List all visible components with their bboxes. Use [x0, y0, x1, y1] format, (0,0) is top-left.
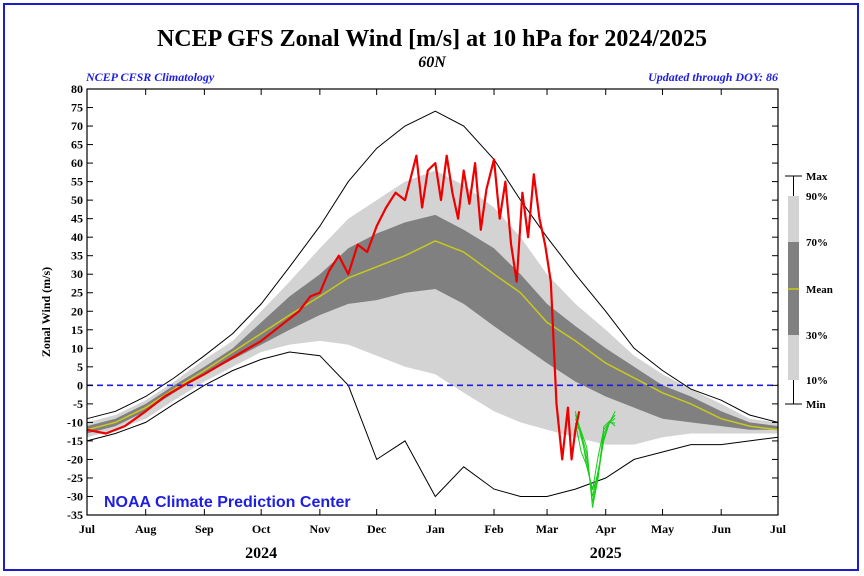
year-label: 2025	[590, 545, 622, 562]
x-tick-label: Mar	[536, 522, 559, 536]
y-tick-label: 40	[71, 230, 83, 244]
y-tick-label: 10	[71, 341, 83, 355]
y-tick-label: 0	[77, 378, 83, 392]
climatology-max-line	[86, 110, 779, 423]
y-tick-label: 80	[71, 82, 83, 96]
y-tick-label: 75	[71, 101, 83, 115]
y-tick-label: -30	[67, 489, 83, 503]
year-label: 2024	[245, 545, 277, 562]
y-tick-label: 15	[71, 323, 83, 337]
legend-label: Min	[806, 399, 826, 411]
x-tick-label: Jul	[79, 522, 96, 536]
legend-label: Max	[806, 171, 828, 183]
y-tick-label: 50	[71, 193, 83, 207]
x-tick-label: May	[651, 522, 674, 536]
chart-subtitle: 60N	[418, 54, 447, 71]
x-tick-label: Feb	[484, 522, 504, 536]
y-tick-label: 30	[71, 267, 83, 281]
y-axis-label: Zonal Wind (m/s)	[39, 267, 53, 357]
legend: Max 90% 70% Mean 30% 10% Min	[785, 171, 833, 411]
legend-label: 90%	[806, 191, 828, 203]
legend-label: 70%	[806, 237, 828, 249]
y-tick-label: 25	[71, 286, 83, 300]
y-tick-label: 60	[71, 156, 83, 170]
x-tick-label: Nov	[310, 522, 331, 536]
y-tick-label: 5	[77, 360, 83, 374]
x-tick-label: Oct	[252, 522, 271, 536]
legend-label: 10%	[806, 375, 828, 387]
y-tick-label: 35	[71, 249, 83, 263]
x-tick-label: Dec	[367, 522, 387, 536]
updated-note: Updated through DOY: 86	[648, 70, 778, 84]
legend-label: 30%	[806, 330, 828, 342]
y-tick-label: -35	[67, 508, 83, 522]
y-tick-label: -25	[67, 471, 83, 485]
climatology-min-line	[86, 351, 779, 498]
climatology-note: NCEP CFSR Climatology	[85, 70, 215, 84]
y-tick-label: 20	[71, 304, 83, 318]
x-tick-label: Jun	[712, 522, 732, 536]
x-tick-label: Jan	[426, 522, 445, 536]
climatology-30-70-band	[87, 214, 778, 434]
y-tick-label: -20	[67, 452, 83, 466]
observed-wind-line	[86, 154, 581, 461]
x-tick-label: Jul	[770, 522, 787, 536]
plot-area: -35-30-25-20-15-10-505101520253035404550…	[67, 82, 787, 562]
y-tick-label: -5	[73, 397, 83, 411]
y-tick-label: 45	[71, 212, 83, 226]
chart-title: NCEP GFS Zonal Wind [m/s] at 10 hPa for …	[157, 26, 707, 52]
y-tick-label: -10	[67, 415, 83, 429]
y-tick-label: 65	[71, 138, 83, 152]
climatology-mean-line	[86, 240, 779, 431]
plot-border	[86, 88, 779, 516]
chart-frame	[3, 3, 859, 571]
x-tick-label: Aug	[135, 522, 156, 536]
y-tick-label: 70	[71, 119, 83, 133]
forecast-member-line	[574, 414, 616, 491]
forecast-member-line	[575, 420, 616, 508]
y-tick-label: 55	[71, 175, 83, 189]
x-tick-label: Sep	[195, 522, 214, 536]
x-tick-label: Apr	[595, 522, 616, 536]
credit-label: NOAA Climate Prediction Center	[104, 494, 351, 511]
legend-label: Mean	[806, 284, 833, 296]
y-tick-label: -15	[67, 434, 83, 448]
